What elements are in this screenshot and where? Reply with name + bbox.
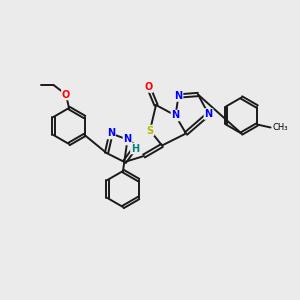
Text: N: N: [171, 110, 180, 121]
Text: O: O: [62, 89, 70, 100]
Text: N: N: [107, 128, 115, 139]
Text: CH₃: CH₃: [272, 123, 288, 132]
Text: S: S: [146, 125, 154, 136]
Text: N: N: [174, 91, 183, 101]
Text: N: N: [204, 109, 213, 119]
Text: N: N: [123, 134, 132, 145]
Text: O: O: [144, 82, 153, 92]
Text: H: H: [131, 143, 139, 154]
